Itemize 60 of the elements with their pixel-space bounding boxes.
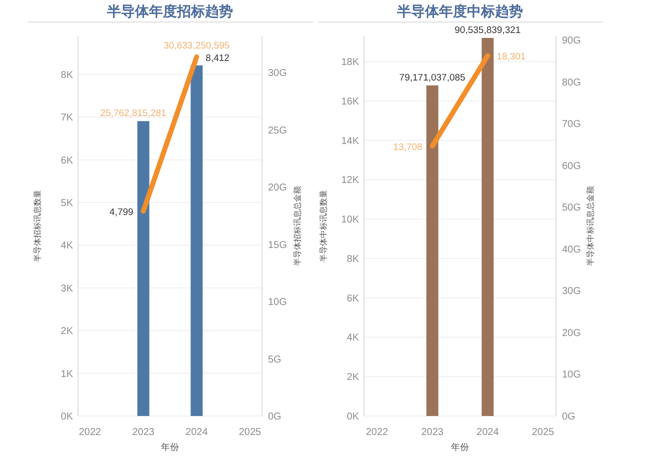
x-axis-title: 年份 xyxy=(451,442,469,452)
x-tick-label: 2022 xyxy=(366,427,388,438)
y2-tick-label: 70G xyxy=(562,119,581,130)
y-axis-title: 半导体招标讯息数量 xyxy=(33,190,42,262)
y-tick-label: 2K xyxy=(60,326,73,338)
y-tick-label: 4K xyxy=(346,332,359,344)
y2-tick-label: 20G xyxy=(562,328,581,339)
y-tick-label: 1K xyxy=(60,368,73,380)
value-label: 18,301 xyxy=(496,52,526,63)
value-label: 13,708 xyxy=(393,142,422,154)
y2-tick-label: 0G xyxy=(562,412,576,422)
title: 半导体年度中标趋势 xyxy=(397,5,523,20)
annotation: 30,633,250,595 xyxy=(164,40,230,52)
y2-tick-label: 10G xyxy=(562,370,581,381)
y-tick-label: 16K xyxy=(341,96,359,108)
y2-tick-label: 20G xyxy=(268,182,287,194)
x-tick-label: 2024 xyxy=(476,427,499,438)
y2-tick-label: 90G xyxy=(562,36,581,47)
y2-tick-label: 5G xyxy=(268,354,282,366)
x-tick-label: 2022 xyxy=(78,427,102,438)
value-label: 4,799 xyxy=(110,207,134,218)
y-tick-label: 14K xyxy=(341,136,359,147)
y-axis-title: 半导体中标讯息数量 xyxy=(319,190,328,262)
x-tick-label: 2024 xyxy=(186,427,208,438)
y2-axis-title: 半导体中标讯息总金额 xyxy=(586,186,595,266)
y-tick-label: 0K xyxy=(60,412,73,422)
y-tick-label: 5K xyxy=(60,198,73,210)
y2-tick-label: 40G xyxy=(562,244,581,256)
y-tick-label: 2K xyxy=(346,372,359,384)
y2-tick-label: 60G xyxy=(562,160,581,172)
y2-tick-label: 0G xyxy=(268,412,282,422)
y2-tick-label: 80G xyxy=(562,77,581,88)
title: 半导体年度招标趋势 xyxy=(107,5,233,20)
y-tick-label: 8K xyxy=(346,254,359,265)
y-tick-label: 10K xyxy=(341,214,359,226)
value-label: 8,412 xyxy=(206,52,230,64)
y2-tick-label: 50G xyxy=(562,202,581,214)
y2-tick-label: 30G xyxy=(268,68,287,80)
y-tick-label: 18K xyxy=(341,57,359,68)
y-tick-label: 12K xyxy=(341,175,359,186)
annotation: 90,535,839,321 xyxy=(454,24,521,36)
y2-tick-label: 30G xyxy=(562,286,581,298)
x-tick-label: 2023 xyxy=(421,427,444,438)
y-tick-label: 6K xyxy=(346,293,359,304)
annotation: 79,171,037,085 xyxy=(399,72,466,84)
annotation: 25,762,815,281 xyxy=(100,108,166,120)
y-tick-label: 4K xyxy=(60,240,73,252)
y-tick-label: 0K xyxy=(346,412,359,422)
y-tick-label: 7K xyxy=(60,112,73,124)
y2-axis-title: 半导体招标讯息总金额 xyxy=(293,186,302,266)
y2-tick-label: 10G xyxy=(268,297,287,308)
x-tick-label: 2023 xyxy=(132,427,154,438)
x-axis-title: 年份 xyxy=(161,442,179,452)
x-tick-label: 2025 xyxy=(238,427,262,438)
y2-tick-label: 25G xyxy=(268,125,287,136)
x-tick-label: 2025 xyxy=(532,427,554,438)
y-tick-label: 3K xyxy=(60,283,73,294)
y2-tick-label: 15G xyxy=(268,240,287,251)
y-tick-label: 6K xyxy=(60,155,73,166)
y-tick-label: 8K xyxy=(60,70,73,81)
